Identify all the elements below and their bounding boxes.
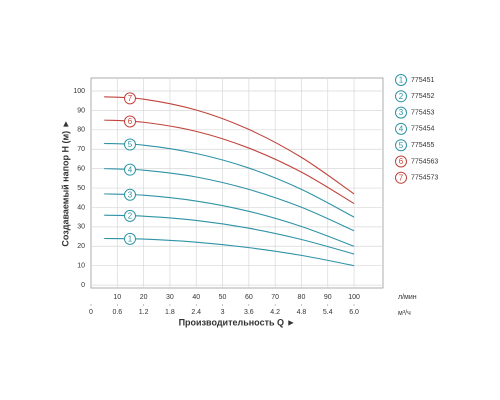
x-tick-label: 90	[324, 294, 332, 301]
legend-badge-label: 5	[399, 141, 404, 150]
curve-badge-label: 4	[128, 165, 133, 174]
curve-badge-label: 2	[128, 211, 133, 220]
y-tick-label: 0	[81, 282, 85, 289]
legend-label: 775451	[411, 77, 434, 84]
x-tick-label: 100	[348, 294, 360, 301]
x-tick-label: 40	[192, 294, 200, 301]
curve-badge-label: 7	[128, 94, 133, 103]
curve-badge	[124, 209, 136, 222]
curve-badge	[124, 163, 136, 176]
y-tick-label: 50	[77, 185, 85, 192]
curve-badge	[124, 115, 136, 128]
x2-unit: м³/ч	[398, 310, 411, 317]
legend-badge	[395, 139, 407, 152]
x2-tick-label: 2.4	[191, 309, 201, 316]
legend-badge	[395, 155, 407, 168]
curve-badge-label: 1	[128, 234, 133, 243]
x-tick-label: 30	[166, 294, 174, 301]
legend-label: 7754563	[411, 158, 438, 165]
curve-badge	[124, 92, 136, 105]
legend-badge-label: 6	[399, 157, 404, 166]
y-tick-label: 90	[77, 107, 85, 114]
y-tick-label: 20	[77, 243, 85, 250]
legend-badge	[395, 90, 407, 103]
curve	[104, 96, 355, 195]
curve-badge-label: 6	[128, 117, 133, 126]
y-tick-label: 100	[73, 88, 85, 95]
y-tick-label: 70	[77, 146, 85, 153]
legend-badge	[395, 171, 407, 184]
x2-tick-label: 0.6	[112, 309, 122, 316]
curve	[104, 193, 355, 247]
legend-label: 775455	[411, 142, 434, 149]
x-tick-label: 10	[113, 294, 121, 301]
legend-badge	[395, 74, 407, 86]
legend-label: 775453	[411, 109, 434, 116]
legend-badge	[395, 122, 407, 135]
legend-badge-label: 2	[399, 92, 404, 101]
y-tick-label: 80	[77, 127, 85, 134]
legend-badge-label: 7	[399, 173, 404, 182]
x-unit: л/мин	[398, 294, 417, 301]
x-tick-label: 60	[245, 294, 253, 301]
y-tick-label: 60	[77, 165, 85, 172]
x-tick-label: 70	[271, 294, 279, 301]
x-axis-label: Производительность Q ►	[179, 317, 296, 327]
x2-tick-label: 1.2	[139, 309, 149, 316]
y-tick-label: 10	[77, 263, 85, 270]
x2-tick-label: 4.8	[297, 309, 307, 316]
x2-tick-label: 5.4	[323, 309, 333, 316]
x2-tick-label: 4.2	[270, 309, 280, 316]
curve-badge	[124, 232, 136, 245]
x2-tick-label: 3.6	[244, 309, 254, 316]
curve	[104, 142, 355, 218]
plot-area	[90, 77, 384, 289]
legend-badge-label: 4	[399, 125, 404, 134]
curve	[104, 214, 355, 255]
y-tick-label: 40	[77, 204, 85, 211]
x-tick-label: 20	[140, 294, 148, 301]
curve	[104, 237, 355, 267]
x2-tick-label: 0	[89, 309, 93, 316]
legend-label: 775452	[411, 93, 434, 100]
curve	[104, 119, 355, 205]
curve	[104, 168, 355, 232]
x2-tick-label: 3	[221, 309, 225, 316]
y-tick-label: 30	[77, 224, 85, 231]
legend-badge	[395, 106, 407, 119]
legend-badge-label: 1	[399, 76, 404, 85]
curve-badge	[124, 188, 136, 201]
curve-badge	[124, 138, 136, 151]
legend-label: 7754573	[411, 175, 438, 182]
legend-badge-label: 3	[399, 108, 404, 117]
x-tick-label: 50	[219, 294, 227, 301]
y-axis-label: Создаваемый напор H (м) ►	[60, 119, 70, 246]
curve-badge-label: 3	[128, 190, 133, 199]
curve-badge-label: 5	[128, 140, 133, 149]
x2-tick-label: 1.8	[165, 309, 175, 316]
x2-tick-label: 6.0	[349, 309, 359, 316]
legend-label: 775454	[411, 126, 434, 133]
x-tick-label: 80	[298, 294, 306, 301]
